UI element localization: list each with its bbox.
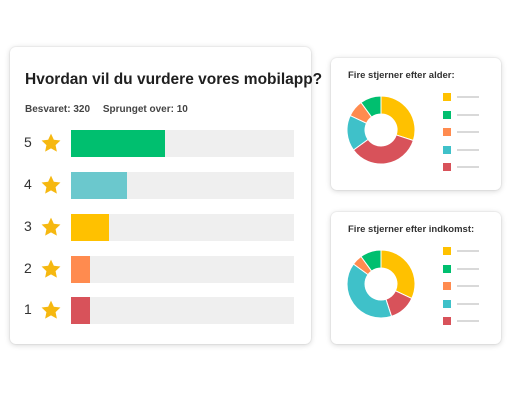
legend-placeholder-line xyxy=(457,320,479,322)
response-stats: Besvaret: 320 Sprunget over: 10 xyxy=(25,104,188,115)
donut-segment xyxy=(346,263,393,319)
legend-swatch xyxy=(443,317,451,325)
rating-row: 1 xyxy=(10,296,311,324)
bar-track xyxy=(71,297,294,324)
donut-segment xyxy=(360,95,382,118)
legend-swatch xyxy=(443,110,451,119)
legend-placeholder-line xyxy=(457,267,479,270)
age-card-title: Fire stjerner efter alder: xyxy=(348,70,455,81)
income-breakdown-card: Fire stjerner efter indkomst: xyxy=(331,212,501,344)
legend-swatch xyxy=(443,264,451,273)
legend-swatch xyxy=(443,299,451,308)
rating-row: 2 xyxy=(10,255,311,283)
legend-swatch xyxy=(443,163,451,171)
legend-swatch xyxy=(443,247,451,255)
legend-placeholder-line xyxy=(457,113,479,116)
rating-row: 3 xyxy=(10,213,311,241)
income-donut-chart xyxy=(346,249,416,319)
rating-label: 2 xyxy=(24,260,32,276)
legend-placeholder-line xyxy=(457,148,479,151)
rating-label: 1 xyxy=(24,301,32,317)
legend-placeholder-line xyxy=(457,166,479,168)
rating-question-card: Hvordan vil du vurdere vores mobilapp? B… xyxy=(10,47,322,344)
legend-placeholder-line xyxy=(457,302,479,305)
donut-segment xyxy=(360,249,382,272)
bar-track xyxy=(71,214,294,241)
bar-fill xyxy=(71,297,90,324)
rating-label: 3 xyxy=(24,218,32,234)
bar-track xyxy=(71,130,294,157)
question-title: Hvordan vil du vurdere vores mobilapp? xyxy=(25,71,323,88)
legend-swatch xyxy=(443,128,451,136)
star-icon xyxy=(41,133,61,152)
star-icon xyxy=(41,300,61,319)
bar-fill xyxy=(71,214,109,241)
rating-row: 4 xyxy=(10,171,311,199)
rating-label: 4 xyxy=(24,176,32,192)
legend-swatch xyxy=(443,93,451,101)
donut-segment xyxy=(380,249,416,300)
legend-swatch xyxy=(443,145,451,154)
bar-fill xyxy=(71,256,90,283)
bar-track xyxy=(71,172,294,199)
legend-placeholder-line xyxy=(457,250,479,252)
income-card-title: Fire stjerner efter indkomst: xyxy=(348,224,475,235)
star-icon xyxy=(41,175,61,194)
age-donut-chart xyxy=(346,95,416,165)
answered-count: Besvaret: 320 xyxy=(25,104,91,115)
donut-segment xyxy=(352,134,414,165)
rating-label: 5 xyxy=(24,134,32,150)
legend-placeholder-line xyxy=(457,96,479,98)
legend-placeholder-line xyxy=(457,131,479,133)
bar-fill xyxy=(71,130,165,157)
legend-swatch xyxy=(443,282,451,290)
star-icon xyxy=(41,217,61,236)
bar-track xyxy=(71,256,294,283)
donut-segment xyxy=(380,95,416,142)
age-breakdown-card: Fire stjerner efter alder: xyxy=(331,58,501,190)
skipped-count: Sprunget over: 10 xyxy=(102,104,188,115)
star-icon xyxy=(41,259,61,278)
bar-fill xyxy=(71,172,127,199)
legend-placeholder-line xyxy=(457,285,479,287)
rating-row: 5 xyxy=(10,129,311,157)
